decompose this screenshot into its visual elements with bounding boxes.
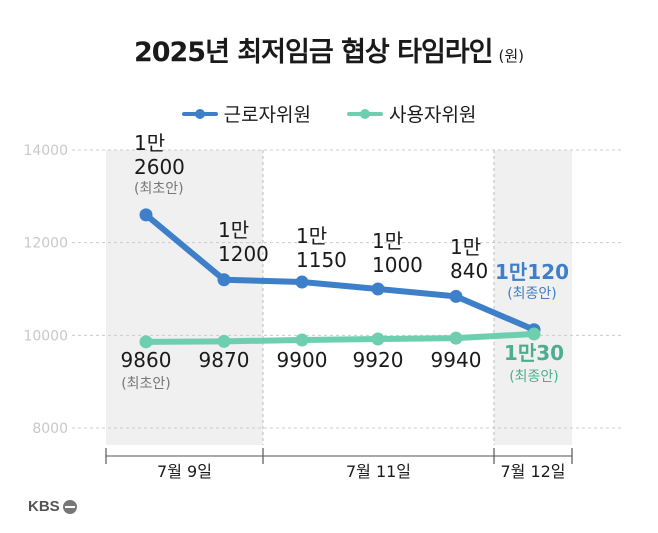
data-label-management-5-0: 1만30 bbox=[504, 341, 564, 365]
legend-swatch-labor bbox=[181, 108, 218, 119]
data-label-management-5-1: (최종안) bbox=[509, 369, 559, 385]
data-label-labor-1-0: 1만 bbox=[218, 218, 249, 242]
series-line-0 bbox=[143, 211, 537, 333]
data-label-labor-4-0: 1만 bbox=[450, 235, 481, 259]
data-label-labor-1-1: 1200 bbox=[218, 242, 269, 266]
kbs-logo: KBS bbox=[28, 498, 77, 515]
data-label-management-4-0: 9940 bbox=[431, 348, 482, 372]
data-label-labor-2-1: 1150 bbox=[296, 248, 347, 272]
data-label-labor-4-1: 840 bbox=[450, 259, 488, 283]
data-label-labor-0-2: (최초안) bbox=[134, 181, 184, 197]
y-tick-label-12000: 12000 bbox=[23, 236, 68, 252]
data-point-s1-1 bbox=[217, 334, 231, 348]
data-label-management-1-0: 9870 bbox=[199, 348, 250, 372]
y-tick-label-14000: 14000 bbox=[23, 143, 68, 159]
chart-title-block: 2025년 최저임금 협상 타임라인 (원) bbox=[0, 30, 658, 69]
data-label-management-0-1: (최초안) bbox=[121, 376, 171, 392]
data-point-s0-2 bbox=[295, 275, 309, 289]
data-point-s1-4 bbox=[449, 331, 463, 345]
legend-item-management: 사용자위원 bbox=[347, 100, 476, 127]
series-line-1 bbox=[143, 330, 537, 345]
data-point-s0-4 bbox=[449, 289, 463, 303]
y-tick-label-8000: 8000 bbox=[32, 421, 68, 437]
data-point-s1-2 bbox=[295, 333, 309, 347]
legend-swatch-management bbox=[347, 108, 383, 119]
unit-label: (원) bbox=[498, 47, 525, 65]
data-label-management-3-0: 9920 bbox=[353, 348, 404, 372]
data-label-management-0-0: 9860 bbox=[121, 348, 172, 372]
data-point-s0-0 bbox=[139, 208, 153, 222]
plot-band-jul12 bbox=[494, 150, 572, 445]
legend-item-labor: 근로자위원 bbox=[181, 100, 311, 127]
x-group-label-2: 7월 11일 bbox=[346, 462, 411, 481]
chart-title: 2025년 최저임금 협상 타임라인 bbox=[133, 37, 494, 68]
x-group-label-1: 7월 9일 bbox=[157, 462, 212, 481]
brand-text: KBS bbox=[28, 498, 60, 515]
data-point-s1-3 bbox=[371, 332, 385, 346]
x-group-label-3: 7월 12일 bbox=[500, 462, 565, 481]
data-label-labor-0-1: 2600 bbox=[134, 155, 185, 179]
data-point-s0-1 bbox=[217, 273, 231, 287]
legend-label-management: 사용자위원 bbox=[389, 104, 477, 126]
data-label-labor-0-0: 1만 bbox=[134, 131, 165, 155]
data-point-s1-5 bbox=[527, 327, 541, 341]
legend-label-labor: 근로자위원 bbox=[223, 104, 311, 126]
data-label-labor-5-0: 1만120 bbox=[495, 260, 569, 284]
data-label-labor-3-1: 1000 bbox=[372, 253, 423, 277]
data-point-s0-3 bbox=[371, 282, 385, 296]
legend: 근로자위원 사용자위원 bbox=[0, 100, 658, 127]
data-label-management-2-0: 9900 bbox=[277, 348, 328, 372]
data-label-labor-2-0: 1만 bbox=[296, 224, 327, 248]
data-label-labor-5-1: (최종안) bbox=[507, 286, 557, 302]
data-label-labor-3-0: 1만 bbox=[372, 229, 403, 253]
plot-band-jul9 bbox=[106, 150, 263, 445]
y-tick-label-10000: 10000 bbox=[23, 328, 68, 344]
kbs-mark-icon bbox=[62, 499, 77, 514]
data-point-s1-0 bbox=[139, 335, 153, 349]
